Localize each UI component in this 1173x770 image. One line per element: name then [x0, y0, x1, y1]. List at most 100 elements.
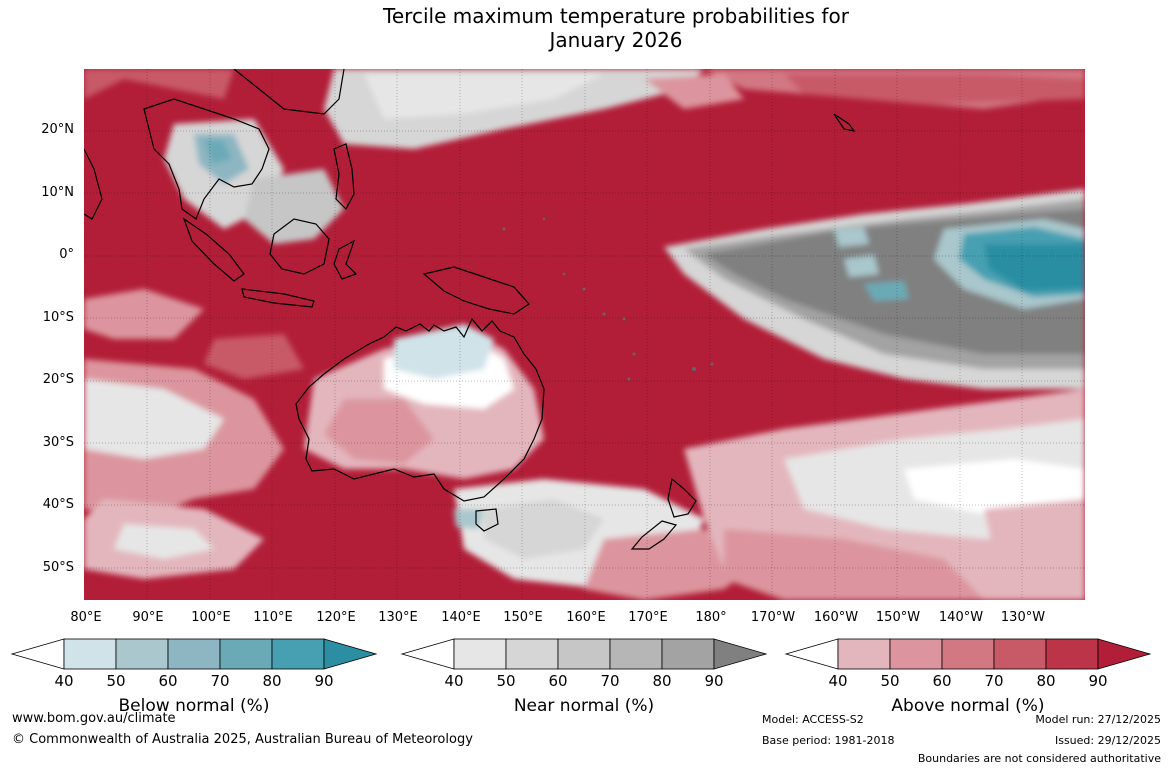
colorbar-tick-label: 40	[54, 672, 74, 690]
lon-label: 170°W	[750, 610, 796, 625]
colorbar-tick-label: 70	[984, 672, 1004, 690]
lat-label-20s: 20°S	[42, 372, 74, 387]
lon-label: 180°	[695, 610, 727, 625]
lat-label-50s: 50°S	[42, 560, 74, 575]
colorbar-tick-label: 50	[880, 672, 900, 690]
india-coast	[84, 148, 103, 220]
lon-label: 150°E	[503, 610, 543, 625]
philippines-coast	[333, 143, 355, 210]
model-run-date: Model run: 27/12/2025	[1035, 713, 1161, 726]
japan-coast	[833, 113, 856, 132]
colorbar-tick-label: 40	[444, 672, 464, 690]
issued-date: Issued: 29/12/2025	[1054, 734, 1161, 747]
tasmania-coast	[475, 508, 499, 532]
australia-coast	[295, 317, 545, 502]
above-normal-colorbar	[784, 638, 1152, 670]
colorbar-segment	[889, 638, 943, 670]
colorbar-tick-label: 80	[652, 672, 672, 690]
colorbar-segment	[505, 638, 559, 670]
lon-label: 80°E	[70, 610, 102, 625]
probability-fields	[84, 69, 1085, 600]
colorbar-tick-label: 90	[704, 672, 724, 690]
lat-label-10n: 10°N	[41, 185, 74, 200]
lon-label: 90°E	[132, 610, 164, 625]
title-line-2: January 2026	[549, 28, 683, 52]
colorbar-segment	[271, 638, 325, 670]
colorbar-tick-label: 90	[1088, 672, 1108, 690]
lat-label-30s: 30°S	[42, 435, 74, 450]
lon-label: 130°W	[1000, 610, 1046, 625]
colorbar-max-extend	[323, 638, 378, 670]
china-coast	[233, 69, 345, 115]
lon-label: 170°E	[628, 610, 668, 625]
near-normal-colorbar	[400, 638, 768, 670]
colorbar-segment	[115, 638, 169, 670]
new-zealand-coast	[630, 477, 697, 550]
pacific-islands	[502, 217, 714, 381]
colorbar-tick-label: 60	[932, 672, 952, 690]
title-line-1: Tercile maximum temperature probabilitie…	[383, 4, 849, 28]
above-normal-title: Above normal (%)	[891, 696, 1045, 716]
near-normal-title: Near normal (%)	[513, 696, 655, 716]
new-guinea-coast	[422, 266, 530, 315]
borneo-coast	[269, 218, 330, 275]
colorbar-segment	[837, 638, 891, 670]
colorbar-tick-label: 60	[158, 672, 178, 690]
colorbar-segment	[453, 638, 507, 670]
lon-label: 160°W	[813, 610, 859, 625]
colorbar-max-extend	[713, 638, 768, 670]
colorbar-min-extend	[400, 638, 455, 670]
colorbar-segment	[941, 638, 995, 670]
base-period: Base period: 1981-2018	[762, 734, 895, 747]
colorbar-segment	[557, 638, 611, 670]
colorbar-segment	[219, 638, 273, 670]
java-coast	[241, 288, 315, 308]
coastlines	[84, 69, 856, 550]
graticule	[84, 69, 1085, 600]
colorbar-segment	[609, 638, 663, 670]
colorbar-segment	[167, 638, 221, 670]
colorbar-tick-label: 70	[210, 672, 230, 690]
above-normal-legend	[784, 637, 1152, 671]
colorbar-segment	[1045, 638, 1099, 670]
map-canvas	[84, 69, 1085, 600]
map-title: Tercile maximum temperature probabilitie…	[0, 4, 1173, 52]
colorbar-segment	[63, 638, 117, 670]
near-normal-legend	[400, 637, 768, 671]
lon-label: 140°W	[938, 610, 984, 625]
se-asia-coast	[143, 98, 270, 220]
lat-label-40s: 40°S	[42, 497, 74, 512]
lon-label: 110°E	[253, 610, 293, 625]
lon-label: 100°E	[191, 610, 231, 625]
colorbar-max-extend	[1097, 638, 1152, 670]
lon-label: 130°E	[378, 610, 418, 625]
below-normal-colorbar	[10, 638, 378, 670]
probability-map	[84, 69, 1085, 600]
below-normal-legend	[10, 637, 378, 671]
colorbar-tick-label: 40	[828, 672, 848, 690]
colorbar-tick-label: 50	[106, 672, 126, 690]
copyright: © Commonwealth of Australia 2025, Austra…	[12, 732, 473, 747]
lon-label: 140°E	[441, 610, 481, 625]
colorbar-min-extend	[784, 638, 839, 670]
lat-label-0: 0°	[59, 247, 74, 262]
website-url: www.bom.gov.au/climate	[12, 711, 176, 726]
colorbar-tick-label: 50	[496, 672, 516, 690]
colorbar-tick-label: 80	[262, 672, 282, 690]
below-normal-title: Below normal (%)	[118, 696, 270, 716]
boundary-disclaimer: Boundaries are not considered authoritat…	[917, 752, 1161, 765]
lon-label: 120°E	[316, 610, 356, 625]
colorbar-tick-label: 90	[314, 672, 334, 690]
colorbar-tick-label: 70	[600, 672, 620, 690]
lon-label: 150°W	[875, 610, 921, 625]
colorbar-tick-label: 60	[548, 672, 568, 690]
colorbar-min-extend	[10, 638, 65, 670]
colorbar-segment	[661, 638, 715, 670]
lat-label-10s: 10°S	[42, 310, 74, 325]
lat-label-20n: 20°N	[41, 122, 74, 137]
colorbar-segment	[993, 638, 1047, 670]
lon-label: 160°E	[566, 610, 606, 625]
colorbar-tick-label: 80	[1036, 672, 1056, 690]
model-name: Model: ACCESS-S2	[762, 713, 864, 726]
sumatra-coast	[182, 217, 245, 282]
